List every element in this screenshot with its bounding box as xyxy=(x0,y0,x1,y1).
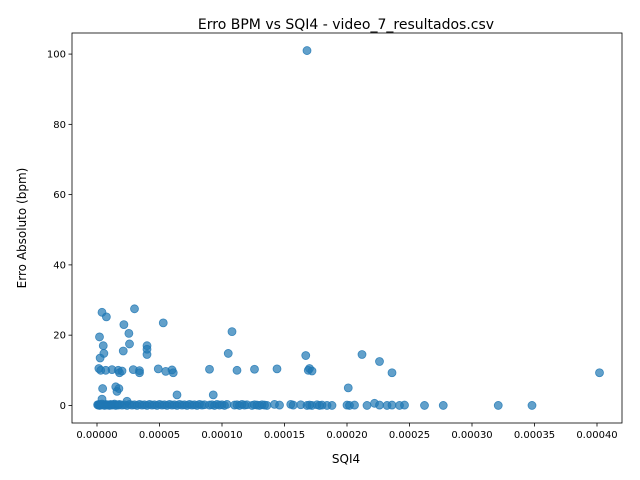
data-point xyxy=(125,339,134,349)
data-point xyxy=(172,390,182,400)
data-point xyxy=(375,400,384,410)
data-point xyxy=(387,368,397,378)
data-point xyxy=(272,364,282,374)
data-point xyxy=(262,401,272,410)
data-point xyxy=(97,394,107,404)
data-point xyxy=(114,384,124,393)
data-point xyxy=(98,384,108,393)
data-point xyxy=(350,400,359,410)
data-point xyxy=(99,349,109,358)
data-point xyxy=(208,390,218,400)
data-point xyxy=(362,401,372,410)
y-tick-label: 0 xyxy=(60,401,66,412)
data-point xyxy=(119,320,129,330)
y-tick-label: 100 xyxy=(47,50,66,61)
data-point xyxy=(153,364,163,374)
data-point xyxy=(98,341,108,351)
x-axis-ticks: 0.00000 0.00005 0.00010 0.00015 0.00020 0.000… xyxy=(76,423,618,441)
data-point xyxy=(343,383,353,393)
data-point xyxy=(122,396,132,406)
data-point xyxy=(375,357,384,366)
data-point xyxy=(205,364,214,374)
x-tick-label: 0.00010 xyxy=(201,430,242,441)
x-tick-label: 0.00015 xyxy=(264,430,305,441)
data-point xyxy=(124,329,134,338)
data-point xyxy=(130,304,139,314)
data-point xyxy=(400,400,409,410)
data-point xyxy=(275,400,284,410)
x-tick-label: 0.00035 xyxy=(514,430,555,441)
x-tick-label: 0.00025 xyxy=(389,430,430,441)
data-point xyxy=(307,366,317,376)
x-tick-label: 0.00020 xyxy=(326,430,367,441)
x-tick-label: 0.00000 xyxy=(76,430,117,441)
data-point xyxy=(95,332,104,342)
data-point xyxy=(527,401,537,410)
data-point xyxy=(232,365,242,375)
y-tick-label: 80 xyxy=(53,120,66,131)
data-point xyxy=(227,327,237,337)
y-axis-ticks: 0 20 40 60 80 100 xyxy=(47,50,72,412)
data-point xyxy=(438,401,448,410)
data-point xyxy=(595,368,604,378)
y-tick-label: 20 xyxy=(53,331,66,342)
data-point xyxy=(357,350,367,359)
data-point xyxy=(420,401,429,410)
y-axis-label: Erro Absoluto (bpm) xyxy=(15,168,29,289)
data-point xyxy=(301,351,311,360)
data-point xyxy=(135,366,144,376)
data-point xyxy=(493,401,503,410)
data-point xyxy=(158,318,168,328)
x-tick-label: 0.00030 xyxy=(451,430,492,441)
chart-title: Erro BPM vs SQI4 - video_7_resultados.cs… xyxy=(198,17,494,33)
x-tick-label: 0.00005 xyxy=(139,430,180,441)
points-layer xyxy=(93,46,604,410)
y-tick-label: 40 xyxy=(53,260,66,271)
x-axis-label: SQI4 xyxy=(332,452,360,466)
data-point xyxy=(117,366,127,376)
data-point xyxy=(327,401,337,410)
y-tick-label: 60 xyxy=(53,190,66,201)
x-tick-label: 0.00040 xyxy=(576,430,617,441)
data-point xyxy=(168,368,178,378)
data-point xyxy=(250,364,259,374)
data-point xyxy=(288,400,298,410)
data-point xyxy=(101,312,111,322)
data-point xyxy=(302,46,312,55)
data-point xyxy=(222,399,232,409)
data-point xyxy=(142,350,152,359)
data-point xyxy=(223,349,233,358)
data-point xyxy=(118,346,128,356)
data-point xyxy=(387,400,397,410)
plot-frame xyxy=(71,32,623,424)
